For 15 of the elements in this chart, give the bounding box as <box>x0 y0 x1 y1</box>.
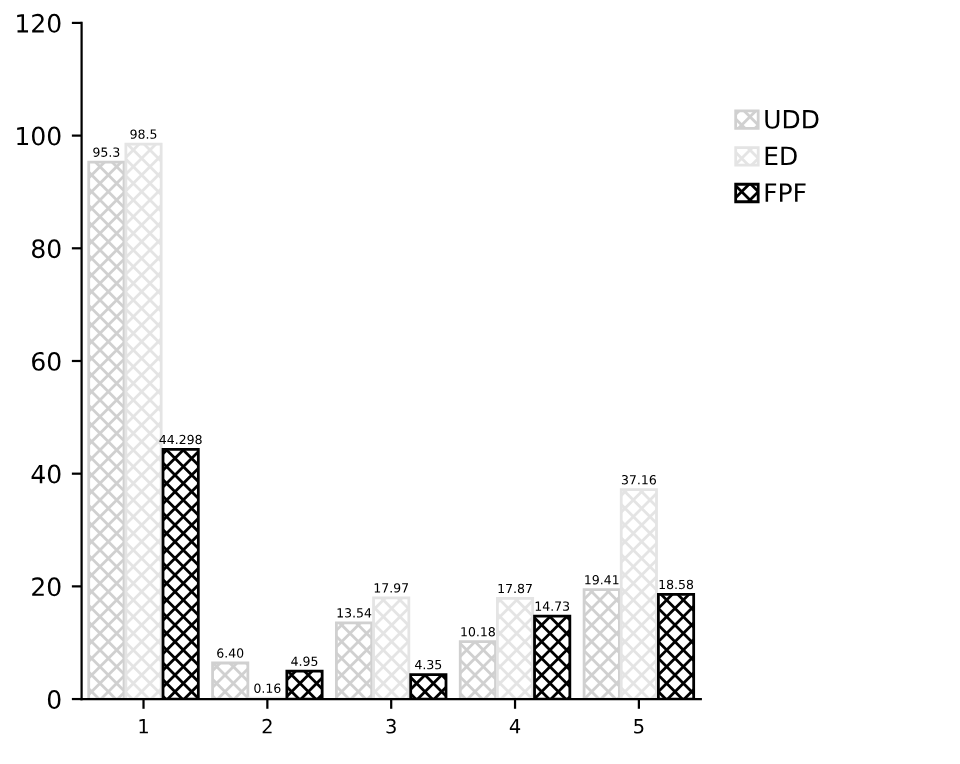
x-tick-label: 1 <box>139 719 148 734</box>
x-tick-label: 3 <box>386 718 396 734</box>
y-tick-label: 20 <box>32 577 61 597</box>
legend-label: FPF <box>765 183 806 202</box>
x-tick-label: 4 <box>509 719 521 734</box>
legend-label: ED <box>765 146 797 166</box>
y-tick-label: 0 <box>47 690 61 709</box>
y-tick-label: 80 <box>32 239 61 259</box>
y-tick-label: 120 <box>17 13 61 33</box>
x-tick-label: 2 <box>262 718 272 734</box>
y-tick-label: 40 <box>31 464 61 484</box>
y-tick-label: 60 <box>32 351 61 371</box>
legend-label: UDD <box>765 110 819 129</box>
x-tick-label: 5 <box>634 719 644 734</box>
y-tick-label: 100 <box>17 126 61 146</box>
